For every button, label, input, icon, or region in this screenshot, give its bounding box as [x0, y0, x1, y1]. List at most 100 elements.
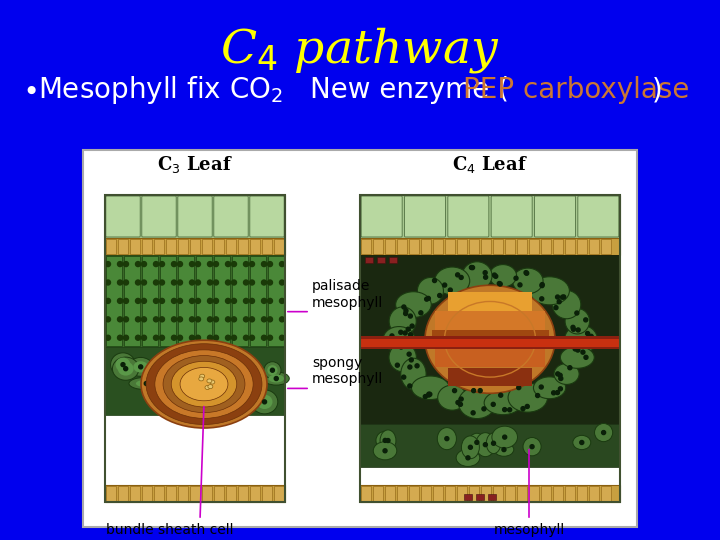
- Circle shape: [279, 335, 284, 340]
- Bar: [464, 494, 472, 500]
- Bar: [433, 486, 443, 501]
- Circle shape: [207, 299, 212, 303]
- Circle shape: [124, 280, 128, 285]
- Bar: [105, 255, 285, 347]
- Circle shape: [196, 280, 200, 285]
- Circle shape: [557, 300, 561, 303]
- Bar: [481, 486, 491, 501]
- Circle shape: [484, 275, 487, 279]
- Ellipse shape: [552, 291, 581, 319]
- FancyBboxPatch shape: [106, 196, 140, 237]
- Ellipse shape: [207, 379, 212, 383]
- Bar: [83, 150, 637, 527]
- Circle shape: [142, 280, 146, 285]
- Circle shape: [560, 295, 564, 299]
- FancyBboxPatch shape: [578, 196, 618, 237]
- Circle shape: [153, 299, 158, 303]
- Circle shape: [406, 327, 410, 331]
- Bar: [105, 485, 285, 502]
- Circle shape: [210, 353, 214, 357]
- Bar: [493, 486, 503, 501]
- Circle shape: [568, 366, 572, 370]
- Text: ): ): [652, 76, 662, 104]
- Ellipse shape: [380, 430, 396, 451]
- Circle shape: [160, 299, 164, 303]
- Bar: [589, 486, 599, 501]
- Circle shape: [142, 317, 146, 322]
- Circle shape: [445, 437, 449, 441]
- Circle shape: [428, 392, 432, 396]
- Bar: [142, 239, 152, 254]
- Circle shape: [135, 261, 140, 267]
- Circle shape: [117, 299, 122, 303]
- Circle shape: [124, 261, 128, 267]
- Ellipse shape: [168, 398, 181, 414]
- Circle shape: [438, 294, 441, 298]
- Bar: [238, 239, 248, 254]
- Ellipse shape: [141, 340, 267, 428]
- Circle shape: [482, 407, 486, 411]
- Circle shape: [427, 393, 431, 397]
- Bar: [360, 238, 620, 255]
- Circle shape: [196, 317, 200, 322]
- Ellipse shape: [376, 431, 395, 450]
- Circle shape: [171, 317, 176, 322]
- Circle shape: [469, 266, 474, 269]
- Ellipse shape: [136, 380, 157, 387]
- Circle shape: [571, 325, 575, 329]
- Circle shape: [196, 261, 200, 267]
- Circle shape: [261, 280, 266, 285]
- Bar: [565, 239, 575, 254]
- Ellipse shape: [128, 357, 153, 376]
- Circle shape: [526, 404, 529, 408]
- Bar: [457, 486, 467, 501]
- Ellipse shape: [111, 353, 135, 376]
- Circle shape: [383, 449, 387, 453]
- Circle shape: [214, 317, 218, 322]
- Circle shape: [383, 438, 387, 442]
- Circle shape: [268, 335, 272, 340]
- Ellipse shape: [513, 268, 543, 294]
- Ellipse shape: [164, 393, 186, 419]
- Circle shape: [521, 407, 525, 410]
- Bar: [385, 486, 395, 501]
- Circle shape: [530, 444, 534, 449]
- Bar: [118, 239, 128, 254]
- Ellipse shape: [389, 307, 416, 335]
- Bar: [190, 239, 200, 254]
- Circle shape: [261, 261, 266, 267]
- Circle shape: [189, 317, 194, 322]
- Bar: [360, 339, 620, 347]
- Bar: [488, 494, 496, 500]
- Bar: [373, 486, 383, 501]
- Ellipse shape: [484, 391, 522, 415]
- Circle shape: [392, 343, 395, 347]
- Ellipse shape: [530, 277, 570, 305]
- Ellipse shape: [564, 325, 598, 354]
- Ellipse shape: [256, 395, 272, 409]
- Text: C$_4$ pathway: C$_4$ pathway: [220, 25, 500, 75]
- Circle shape: [425, 297, 428, 301]
- Circle shape: [456, 401, 460, 404]
- Bar: [529, 239, 539, 254]
- Circle shape: [189, 299, 194, 303]
- Bar: [250, 486, 260, 501]
- Circle shape: [554, 306, 558, 309]
- Bar: [589, 239, 599, 254]
- Circle shape: [419, 311, 423, 315]
- Ellipse shape: [129, 377, 163, 390]
- Bar: [178, 239, 188, 254]
- Bar: [360, 424, 620, 467]
- Circle shape: [117, 280, 122, 285]
- Circle shape: [121, 363, 125, 367]
- Circle shape: [556, 295, 559, 299]
- Circle shape: [106, 299, 110, 303]
- Ellipse shape: [180, 367, 228, 401]
- Circle shape: [171, 380, 175, 384]
- Circle shape: [409, 358, 413, 362]
- Circle shape: [250, 317, 254, 322]
- Circle shape: [232, 335, 236, 340]
- Circle shape: [508, 408, 512, 412]
- Ellipse shape: [435, 267, 469, 295]
- Bar: [130, 239, 140, 254]
